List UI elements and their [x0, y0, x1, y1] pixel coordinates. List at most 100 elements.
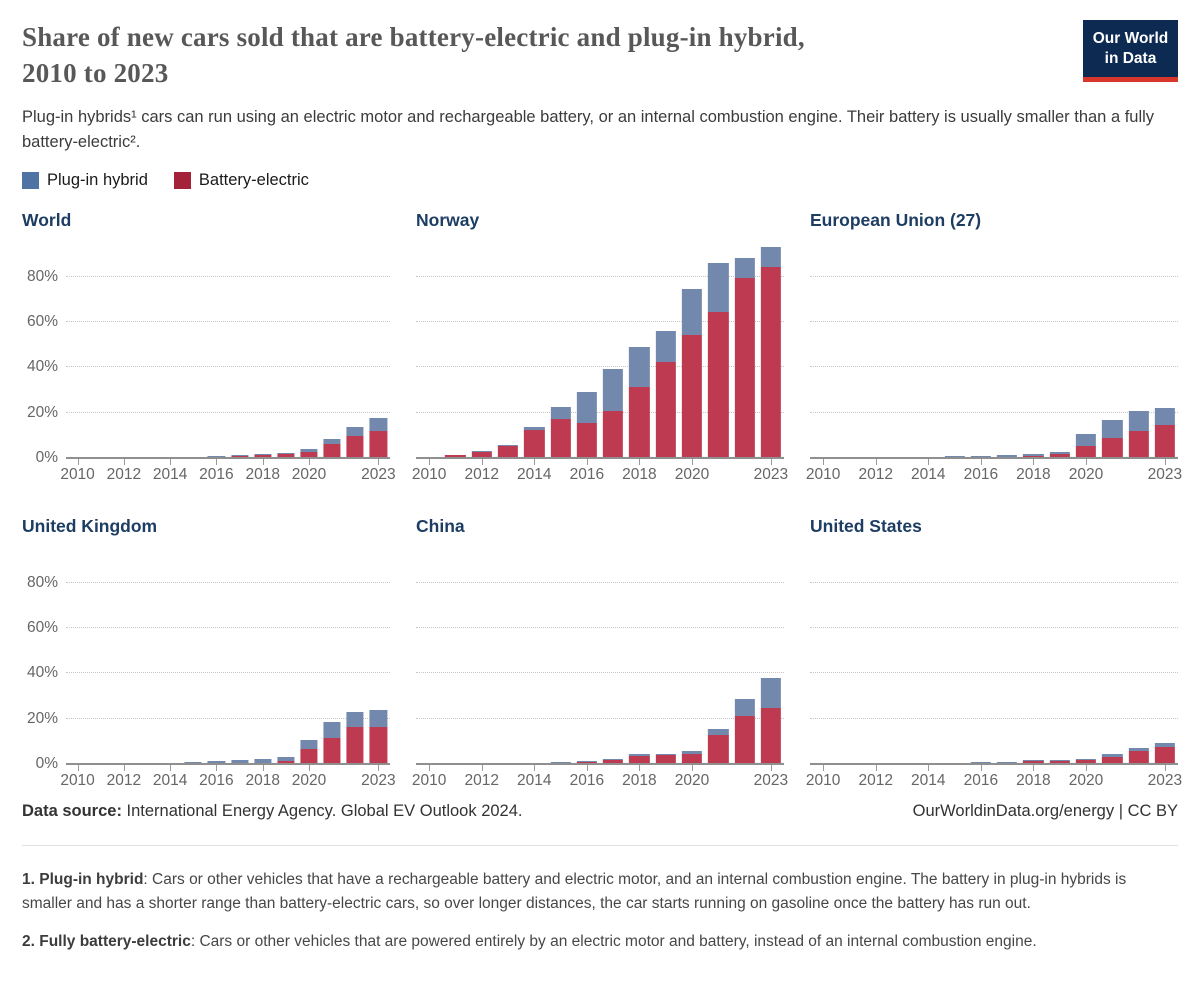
bar-united-kingdom-2012	[115, 546, 133, 765]
bar-united-states-2015	[944, 546, 965, 765]
bar-segment-plug-in-hybrid	[708, 262, 729, 312]
bar-segment-plug-in-hybrid	[1102, 754, 1123, 758]
chart-china: China 2010 2012 2014 2016 2018 2020 2023	[412, 516, 788, 796]
bar-european-union-27-2021	[1102, 240, 1123, 459]
chart-header: Share of new cars sold that are battery-…	[22, 20, 1178, 190]
bar-norway-2019	[655, 240, 676, 459]
bar-segment-plug-in-hybrid	[576, 760, 597, 762]
data-source-text: International Energy Agency. Global EV O…	[121, 802, 523, 821]
x-axis-label: 2023	[753, 772, 789, 790]
y-axis-label: 40%	[26, 358, 58, 376]
chart-plot-china: 2010 2012 2014 2016 2018 2020 2023	[412, 546, 788, 796]
bar-segment-plug-in-hybrid	[550, 761, 571, 763]
bar-china-2010	[419, 546, 439, 764]
bar-segment-battery-electric	[681, 753, 703, 765]
bar-segment-plug-in-hybrid	[655, 753, 676, 756]
bar-segment-battery-electric	[323, 444, 341, 459]
bar-world-2015	[184, 240, 202, 459]
legend: Plug-in hybrid Battery-electric	[22, 171, 1178, 190]
y-axis-label: 20%	[26, 403, 58, 421]
chart-united-states: United States 2010 2012 2014 2016 2018 2020 20…	[806, 516, 1182, 796]
bar-segment-plug-in-hybrid	[681, 751, 703, 754]
x-tick-mark	[1086, 459, 1087, 466]
bar-united-kingdom-2011	[92, 546, 110, 765]
bar-segment-plug-in-hybrid	[550, 407, 571, 420]
bar-united-kingdom-2017	[230, 546, 249, 765]
x-axis-label: 2012	[858, 772, 893, 790]
x-tick-mark	[875, 459, 877, 466]
bar-china-2018	[629, 546, 650, 765]
gridline	[810, 366, 1178, 368]
bar-united-states-2016	[970, 546, 991, 765]
bar-segment-plug-in-hybrid	[300, 448, 318, 452]
x-tick-mark	[216, 765, 218, 772]
x-axis-label: 2020	[291, 772, 327, 790]
x-tick-mark	[262, 765, 264, 772]
owid-rights-link[interactable]: OurWorldinData.org/energy | CC BY	[912, 802, 1178, 821]
data-source-label: Data source:	[22, 802, 122, 821]
x-axis-line	[810, 763, 1178, 766]
x-tick-mark	[77, 765, 79, 772]
y-axis-label: 80%	[26, 267, 58, 285]
y-axis-united-kingdom: 0% 20% 40% 60% 80%	[22, 546, 66, 773]
bar-european-union-27-2015	[944, 240, 965, 459]
bar-world-2020	[300, 240, 318, 459]
gridline	[810, 581, 1178, 583]
x-axis-label: 2023	[361, 772, 396, 790]
bar-segment-plug-in-hybrid	[277, 453, 295, 455]
owid-logo: Our World in Data	[1083, 20, 1178, 82]
bar-segment-plug-in-hybrid	[524, 426, 545, 430]
x-axis-label: 2014	[152, 466, 188, 484]
bar-segment-plug-in-hybrid	[346, 712, 364, 727]
owid-logo-line1: Our World	[1092, 30, 1169, 48]
bar-segment-battery-electric	[550, 419, 571, 459]
bar-segment-plug-in-hybrid	[369, 418, 387, 431]
bar-segment-plug-in-hybrid	[1049, 760, 1070, 762]
bar-segment-battery-electric	[323, 737, 341, 765]
gridline	[66, 672, 390, 674]
page-title: Share of new cars sold that are battery-…	[22, 20, 1059, 92]
bar-norway-2018	[629, 240, 650, 459]
gridline	[810, 321, 1178, 323]
legend-label: Plug-in hybrid	[47, 171, 148, 190]
bar-segment-plug-in-hybrid	[997, 761, 1018, 763]
x-axis-label: 2010	[805, 466, 841, 484]
x-tick-mark	[170, 459, 172, 466]
bar-segment-plug-in-hybrid	[760, 246, 781, 267]
bar-segment-plug-in-hybrid	[300, 740, 318, 750]
bar-segment-battery-electric	[1075, 446, 1097, 459]
x-tick-mark	[170, 765, 172, 772]
x-tick-mark	[481, 765, 483, 772]
bar-segment-battery-electric	[369, 726, 387, 765]
bar-european-union-27-2013	[891, 240, 913, 459]
bar-china-2021	[708, 546, 729, 765]
bar-china-2012	[471, 546, 492, 765]
bar-world-2018	[254, 240, 272, 459]
gridline	[416, 411, 784, 413]
bar-china-2015	[550, 546, 571, 765]
x-tick-mark	[823, 459, 825, 466]
bar-segment-plug-in-hybrid	[184, 761, 202, 764]
bar-segment-plug-in-hybrid	[655, 331, 676, 363]
bar-segment-battery-electric	[760, 266, 781, 459]
x-axis-line	[810, 457, 1178, 460]
bar-segment-battery-electric	[576, 761, 597, 765]
x-axis-label: 2020	[674, 772, 710, 790]
x-tick-mark	[823, 765, 825, 772]
gridline	[66, 321, 390, 323]
bar-segment-plug-in-hybrid	[603, 369, 624, 412]
bar-china-2016	[576, 546, 597, 765]
x-axis-label: 2020	[674, 466, 710, 484]
bar-segment-plug-in-hybrid	[254, 453, 272, 455]
bar-segment-battery-electric	[230, 456, 249, 459]
bar-segment-plug-in-hybrid	[891, 762, 913, 764]
bar-segment-battery-electric	[603, 411, 624, 459]
gridline	[810, 627, 1178, 629]
bar-segment-battery-electric	[497, 445, 519, 459]
bar-united-states-2014	[918, 546, 939, 765]
bar-united-states-2018	[1023, 546, 1044, 765]
x-axis-label: 2020	[1068, 772, 1104, 790]
bar-norway-2022	[734, 240, 755, 459]
bar-segment-plug-in-hybrid	[734, 258, 755, 279]
chart-title-united-kingdom: United Kingdom	[22, 516, 158, 537]
